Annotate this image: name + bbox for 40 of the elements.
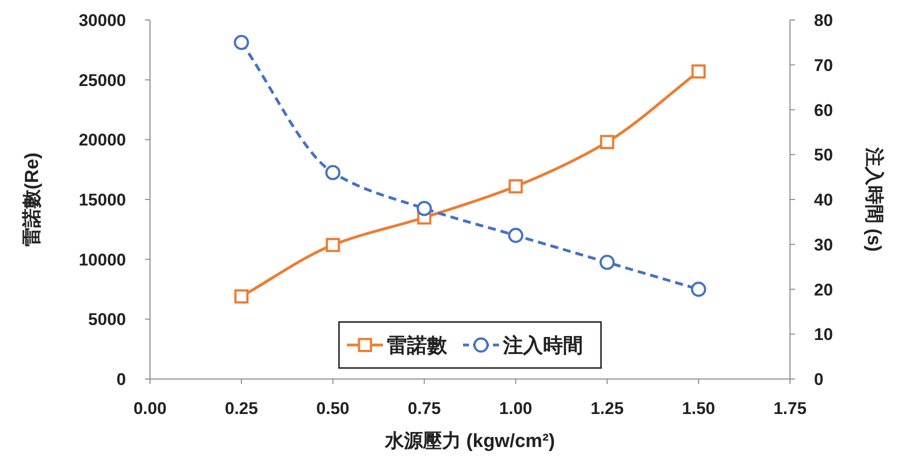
y2-tick-label: 70 (814, 56, 833, 75)
y2-tick-label: 10 (814, 325, 833, 344)
y-tick-label: 0 (116, 370, 126, 389)
x-tick-label: 0.75 (408, 399, 441, 418)
point (690, 282, 706, 297)
y-axis-title: 雷諾數(Re) (21, 152, 43, 246)
y-tick-label: 5000 (88, 310, 126, 330)
legend-label: 注入時間 (502, 334, 583, 357)
point (691, 64, 706, 79)
x-tick-label: 1.50 (682, 399, 716, 418)
y2-tick-label: 60 (814, 100, 833, 120)
y2-tick-label: 80 (814, 11, 833, 30)
point (600, 134, 614, 150)
y2-tick-label: 50 (814, 146, 833, 165)
x-tick-label: 0.50 (316, 399, 350, 418)
y2-tick-label: 40 (814, 190, 833, 210)
point (508, 179, 523, 194)
x-tick-label: 1.25 (590, 399, 624, 418)
point (234, 289, 249, 304)
x-tick-label: 0.00 (133, 399, 167, 418)
y-tick-label: 15000 (78, 190, 126, 210)
x-tick-label: 1.75 (773, 399, 807, 418)
y-tick-label: 25000 (78, 70, 126, 90)
y2-tick-label: 20 (814, 280, 833, 300)
point (416, 200, 432, 216)
point (508, 228, 524, 243)
y-tick-label: 10000 (78, 250, 126, 270)
point (234, 34, 250, 50)
legend-label: 雷諾數 (387, 334, 448, 357)
y-tick-label: 30000 (78, 11, 126, 30)
point (600, 254, 615, 270)
y2-tick-label: 0 (814, 370, 824, 389)
y2-axis-title: 注入時間 (s) (863, 146, 885, 252)
point (325, 164, 340, 180)
x-axis-title: 水源壓力 (kgw/cm²) (384, 430, 555, 452)
x-tick-label: 0.25 (224, 399, 258, 418)
y2-tick-label: 30 (814, 235, 833, 254)
y-tick-label: 20000 (78, 130, 126, 150)
x-tick-label: 1.00 (499, 399, 532, 418)
point (326, 238, 340, 252)
